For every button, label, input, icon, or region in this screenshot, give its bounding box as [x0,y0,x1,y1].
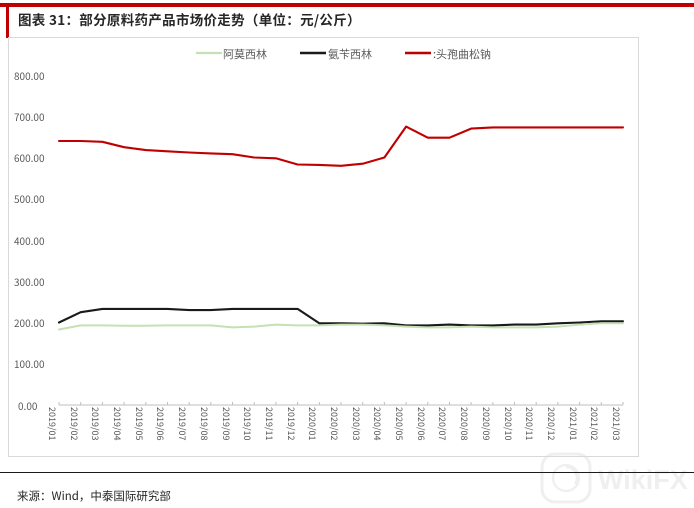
svg-text:WikiFX: WikiFX [598,465,688,495]
